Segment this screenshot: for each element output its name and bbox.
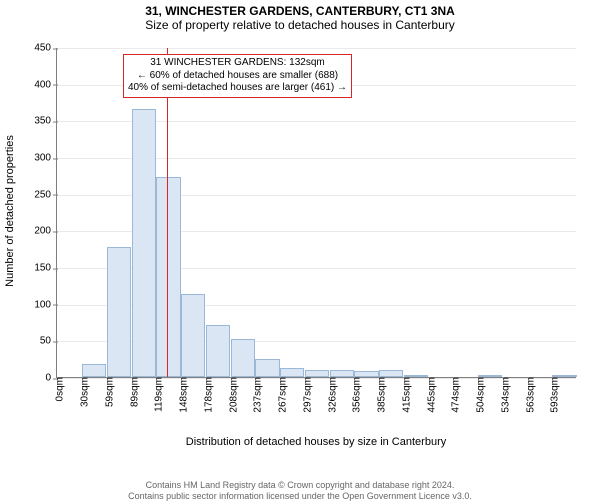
histogram-bar: [330, 370, 354, 377]
x-axis-label: Distribution of detached houses by size …: [56, 436, 576, 448]
x-tick-label: 297sqm: [296, 377, 313, 413]
x-tick-label: 237sqm: [247, 377, 264, 413]
gridline: [57, 48, 576, 49]
y-tick-label: 50: [40, 336, 57, 347]
histogram-bar: [181, 294, 205, 377]
chart-subtitle: Size of property relative to detached ho…: [0, 18, 600, 32]
x-tick-label: 415sqm: [395, 377, 412, 413]
y-tick-label: 400: [34, 79, 57, 90]
x-tick-label: 89sqm: [123, 377, 140, 407]
y-tick-label: 100: [34, 299, 57, 310]
x-tick-label: 356sqm: [346, 377, 363, 413]
x-tick-label: 208sqm: [222, 377, 239, 413]
y-tick-label: 300: [34, 153, 57, 164]
footer-line: Contains HM Land Registry data © Crown c…: [0, 480, 600, 491]
histogram-bar: [255, 359, 279, 377]
y-tick-label: 250: [34, 189, 57, 200]
histogram-bar: [280, 368, 304, 377]
x-tick-label: 267sqm: [272, 377, 289, 413]
histogram-bar: [132, 109, 156, 377]
x-tick-label: 563sqm: [519, 377, 536, 413]
x-tick-label: 119sqm: [148, 377, 165, 412]
annotation-box: 31 WINCHESTER GARDENS: 132sqm ← 60% of d…: [123, 54, 352, 98]
histogram-bar: [379, 370, 403, 377]
y-axis-label: Number of detached properties: [4, 111, 16, 311]
y-tick-label: 350: [34, 116, 57, 127]
x-tick-label: 593sqm: [544, 377, 561, 413]
histogram-bar: [206, 325, 230, 377]
y-tick-label: 200: [34, 226, 57, 237]
x-tick-label: 148sqm: [173, 377, 190, 413]
x-tick-label: 504sqm: [470, 377, 487, 413]
x-tick-label: 59sqm: [98, 377, 115, 407]
x-tick-label: 445sqm: [420, 377, 437, 413]
annotation-line: ← 60% of detached houses are smaller (68…: [128, 70, 347, 83]
x-tick-label: 30sqm: [74, 377, 91, 407]
annotation-line: 40% of semi-detached houses are larger (…: [128, 82, 347, 95]
chart-title: 31, WINCHESTER GARDENS, CANTERBURY, CT1 …: [0, 4, 600, 18]
histogram-bar: [82, 364, 106, 377]
x-tick-label: 178sqm: [197, 377, 214, 413]
histogram-bar: [305, 370, 329, 377]
footer-attribution: Contains HM Land Registry data © Crown c…: [0, 480, 600, 502]
y-tick-label: 150: [34, 263, 57, 274]
y-tick-label: 450: [34, 43, 57, 54]
histogram-bar: [107, 247, 131, 377]
histogram-bar: [231, 339, 255, 377]
x-tick-label: 0sqm: [49, 377, 66, 401]
histogram-bar: [156, 177, 180, 377]
x-tick-label: 534sqm: [494, 377, 511, 413]
annotation-line: 31 WINCHESTER GARDENS: 132sqm: [128, 57, 347, 70]
footer-line: Contains public sector information licen…: [0, 491, 600, 502]
x-tick-label: 474sqm: [445, 377, 462, 413]
x-tick-label: 385sqm: [371, 377, 388, 413]
plot-area: 31 WINCHESTER GARDENS: 132sqm ← 60% of d…: [56, 48, 576, 378]
x-tick-label: 326sqm: [321, 377, 338, 413]
